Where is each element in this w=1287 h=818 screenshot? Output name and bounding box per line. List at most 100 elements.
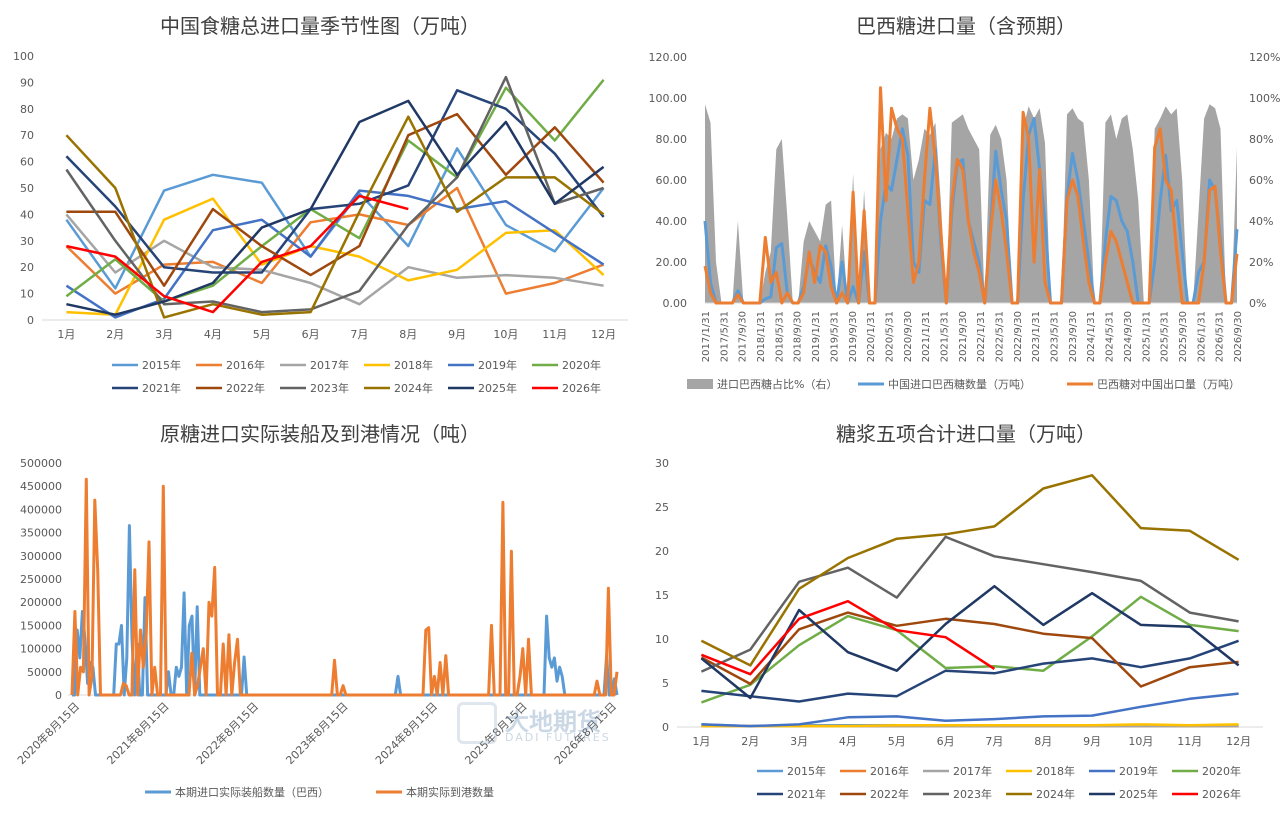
y-tick-label: 70 [20, 129, 34, 142]
series-line [701, 723, 1239, 728]
legend-label: 2022年 [870, 787, 909, 801]
series-line [700, 584, 1240, 700]
x-tick-label: 2021年8月15日 [104, 699, 172, 767]
brazil-import-chart: 0.00 20.00 40.00 60.00 80.00 100.00 120.00 0% 20… [649, 51, 1281, 391]
series-line [700, 599, 996, 676]
x-tick-label: 2026/1/31 [1196, 311, 1207, 362]
legend-label: 2015年 [142, 358, 181, 372]
series-line [703, 86, 1239, 305]
x-tick-label: 8月 [1034, 735, 1052, 748]
x-tick-label: 7月 [985, 735, 1003, 748]
x-tick-label: 2026/5/31 [1215, 311, 1226, 362]
y-tick-label: 450000 [20, 480, 62, 493]
series-line [70, 477, 619, 697]
legend-label: 2025年 [478, 381, 517, 395]
x-tick-label: 12月 [1226, 735, 1251, 748]
x-tick-label: 2021/9/30 [958, 311, 969, 362]
watermark-logo: 大地期货 DADI FUTURES [455, 700, 635, 750]
chart-title-4: 糖浆五项合计进口量（万吨） [836, 422, 1096, 446]
x-tick-label: 8月 [399, 328, 417, 341]
y-tick-label: 100000 [20, 643, 62, 656]
y2-tick-label: 100% [1249, 92, 1280, 105]
x-tick-label: 9月 [448, 328, 466, 341]
legend-label: 2023年 [310, 381, 349, 395]
x-tick-label: 10月 [1128, 735, 1153, 748]
legend-label: 2022年 [226, 381, 265, 395]
legend-label: 2015年 [787, 764, 826, 778]
x-tick-label: 1月 [57, 328, 75, 341]
series-line [66, 197, 605, 316]
y-tick-label: 350000 [20, 527, 62, 540]
x-tick-label: 2018/9/30 [793, 311, 804, 362]
x-tick-label: 2019/5/31 [829, 311, 840, 362]
x-tick-label: 2023/5/31 [1050, 311, 1061, 362]
series-line [65, 186, 605, 295]
x-tick-label: 2021/1/31 [921, 311, 932, 362]
y-tick-label: 40.00 [656, 215, 688, 228]
y2-tick-label: 40% [1249, 215, 1273, 228]
y-tick-label: 20 [655, 545, 669, 558]
legend-label: 巴西糖对中国出口量（万吨） [1097, 377, 1240, 391]
x-tick-label: 2019/1/31 [811, 311, 822, 362]
y-tick-label: 500000 [20, 457, 62, 470]
y-tick-label: 90 [20, 76, 34, 89]
x-tick-label: 11月 [1177, 735, 1202, 748]
y-tick-label: 80.00 [656, 133, 688, 146]
x-tick-label: 3月 [790, 735, 808, 748]
y-tick-label: 0 [55, 689, 62, 702]
legend-swatch [687, 379, 713, 389]
y-tick-label: 10 [20, 288, 34, 301]
legend-label: 2016年 [226, 358, 265, 372]
y-tick-label: 30 [20, 235, 34, 248]
y-tick-label: 60.00 [656, 174, 688, 187]
company-logo-icon [457, 702, 497, 744]
y-tick-label: 200000 [20, 596, 62, 609]
y-tick-label: 20 [20, 261, 34, 274]
x-tick-label: 2017/1/31 [701, 311, 712, 362]
chart-title-1: 中国食糖总进口量季节性图（万吨） [160, 14, 480, 38]
y-tick-label: 5 [662, 677, 669, 690]
x-tick-label: 2月 [741, 735, 759, 748]
legend-label: 2026年 [1202, 787, 1241, 801]
x-tick-label: 2017/5/31 [719, 311, 730, 362]
x-tick-label: 2019/9/30 [848, 311, 859, 362]
x-tick-label: 2023年8月15日 [283, 699, 351, 767]
y-tick-label: 50 [20, 182, 34, 195]
legend-label: 中国进口巴西糖数量（万吨） [888, 377, 1031, 391]
legend-label: 2017年 [310, 358, 349, 372]
y-tick-label: 250000 [20, 573, 62, 586]
series-line [65, 79, 605, 303]
series-line [700, 535, 1239, 673]
y-tick-label: 0.00 [663, 297, 688, 310]
watermark-en: DADI FUTURES [505, 731, 611, 744]
chart-panel-1: 中国食糖总进口量季节性图（万吨） 0 10 20 30 40 50 60 70 80 90 100 1… [0, 0, 640, 405]
legend-label: 2018年 [394, 358, 433, 372]
x-tick-label: 2023/1/31 [1031, 311, 1042, 362]
legend-label: 2026年 [562, 381, 601, 395]
x-tick-label: 4月 [839, 735, 857, 748]
legend-label: 2016年 [870, 764, 909, 778]
legend-label: 2025年 [1119, 787, 1158, 801]
x-tick-label: 2020/5/31 [884, 311, 895, 362]
x-tick-label: 5月 [888, 735, 906, 748]
x-tick-label: 2025/5/31 [1160, 311, 1171, 362]
x-tick-label: 2022/9/30 [1013, 311, 1024, 362]
y-tick-label: 100.00 [649, 92, 688, 105]
y-tick-label: 25 [655, 501, 669, 514]
legend-label: 2019年 [478, 358, 517, 372]
series-line [700, 474, 1240, 667]
x-tick-label: 10月 [493, 328, 518, 341]
y-tick-label: 80 [20, 103, 34, 116]
x-tick-label: 7月 [350, 328, 368, 341]
x-tick-label: 4月 [204, 328, 222, 341]
y2-tick-label: 20% [1249, 256, 1273, 269]
legend-label: 2024年 [394, 381, 433, 395]
y-tick-label: 30 [655, 457, 669, 470]
series-line [701, 692, 1239, 728]
series-line [66, 99, 605, 316]
chart-panel-3: 原糖进口实际装船及到港情况（吨） 0 50000 100000 150000 20000… [0, 410, 640, 814]
y-tick-label: 60 [20, 156, 34, 169]
x-tick-label: 2023/9/30 [1068, 311, 1079, 362]
legend-label: 本期进口实际装船数量（巴西） [175, 785, 329, 799]
series-line [700, 595, 1239, 704]
